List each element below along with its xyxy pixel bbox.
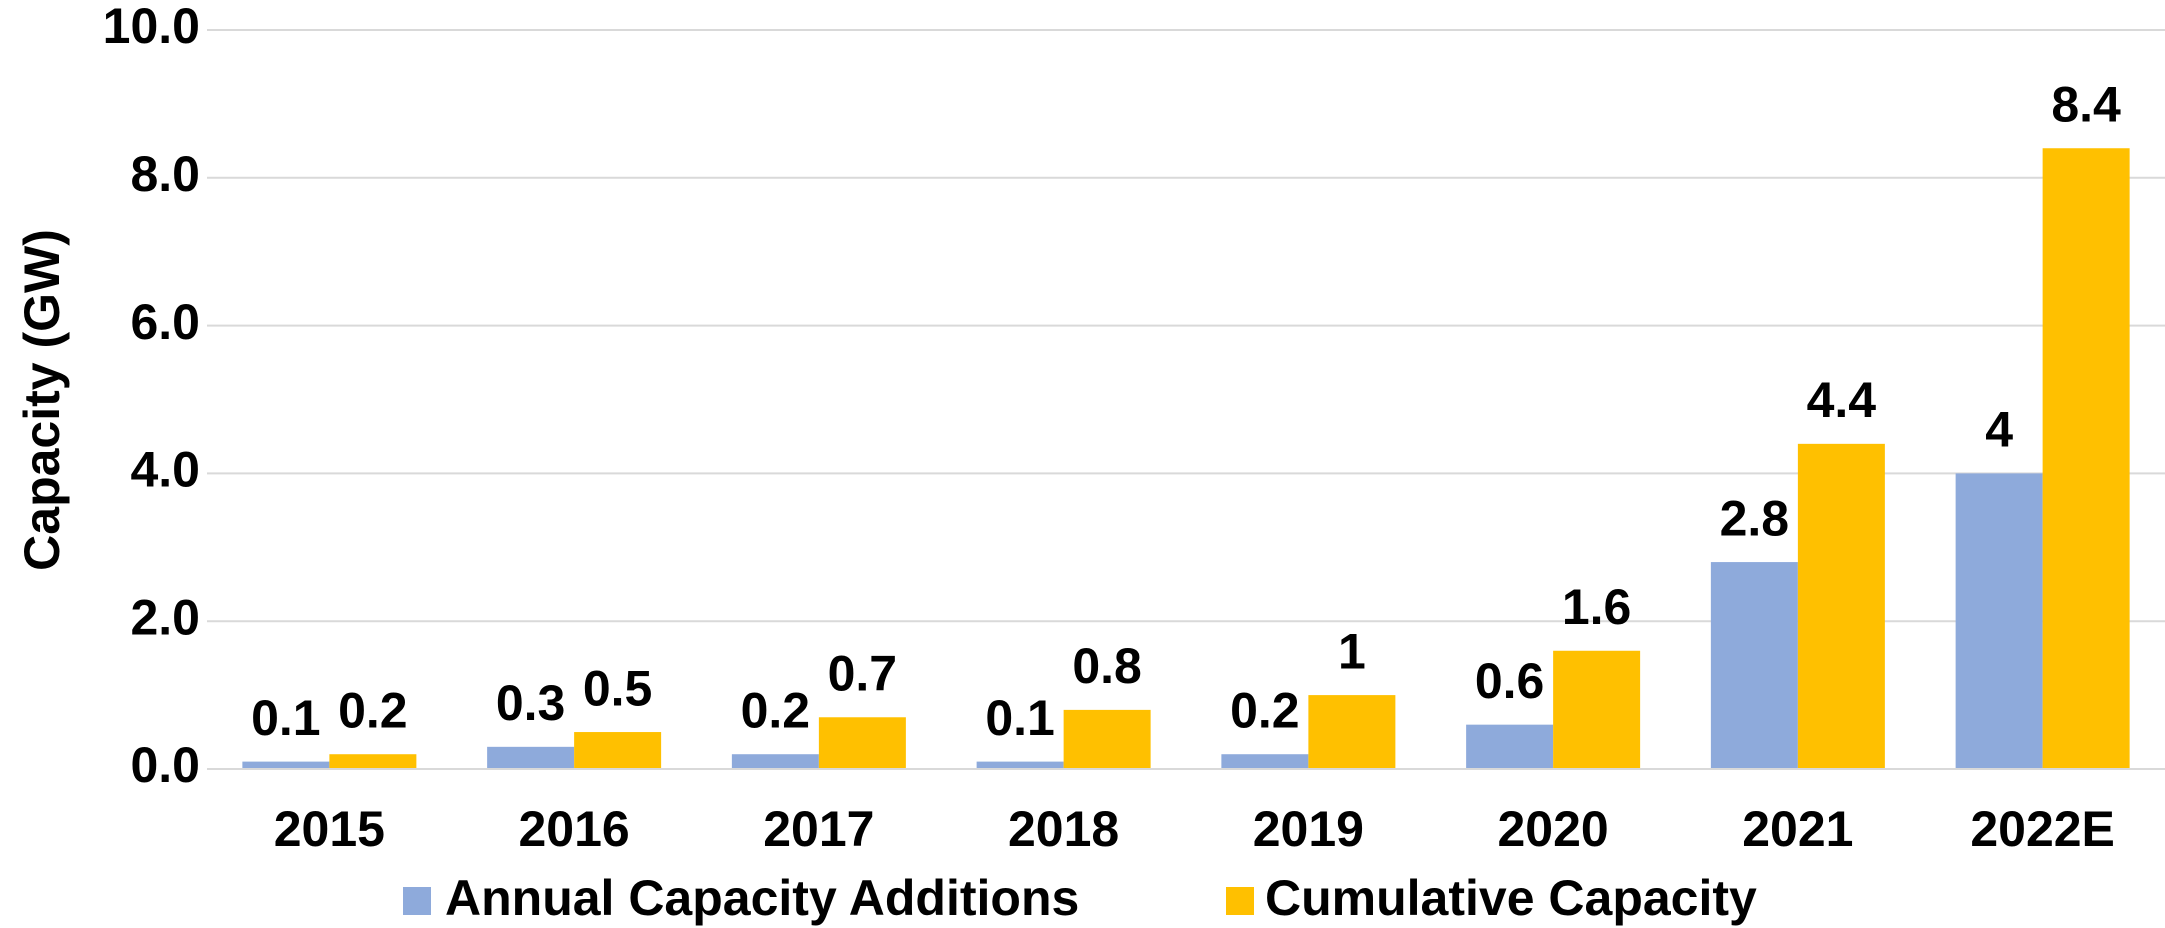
value-label: 2.8 (1720, 490, 1790, 546)
x-tick-label: 2016 (519, 801, 630, 857)
legend-label: Annual Capacity Additions (445, 870, 1079, 926)
y-tick-label: 0.0 (130, 737, 200, 793)
value-label: 4.4 (1807, 372, 1877, 428)
bar (818, 717, 906, 769)
bar (2042, 148, 2130, 770)
value-label: 0.2 (1230, 682, 1300, 738)
value-label: 0.2 (338, 682, 408, 738)
bar (1221, 754, 1309, 769)
value-label: 0.7 (828, 645, 898, 701)
x-tick-label: 2020 (1498, 801, 1609, 857)
x-tick-label: 2015 (274, 801, 385, 857)
value-label: 0.3 (496, 675, 566, 731)
value-label: 8.4 (2051, 76, 2121, 132)
x-tick-label: 2019 (1253, 801, 1364, 857)
x-tick-label: 2017 (763, 801, 874, 857)
bar (242, 761, 330, 769)
value-label: 0.1 (985, 690, 1055, 746)
x-tick-label: 2022E (1970, 801, 2115, 857)
bar (1710, 562, 1798, 769)
value-label: 0.2 (741, 682, 811, 738)
value-label: 0.8 (1072, 638, 1142, 694)
value-label: 0.6 (1475, 653, 1545, 709)
bar (1063, 709, 1151, 769)
value-label: 4 (1985, 402, 2013, 458)
bar (1466, 724, 1554, 769)
legend-label: Cumulative Capacity (1265, 870, 1757, 926)
bar (1955, 473, 2043, 769)
bar (329, 754, 417, 769)
y-tick-label: 10.0 (103, 0, 200, 54)
bar (1553, 650, 1641, 769)
value-label: 0.5 (583, 660, 653, 716)
y-tick-label: 8.0 (130, 146, 200, 202)
bar (976, 761, 1064, 769)
bar (1308, 695, 1396, 769)
value-label: 1.6 (1562, 579, 1632, 635)
y-tick-label: 6.0 (130, 294, 200, 350)
bar (487, 746, 575, 769)
x-tick-label: 2018 (1008, 801, 1119, 857)
y-tick-label: 2.0 (130, 589, 200, 645)
bar (1797, 443, 1885, 769)
value-label: 0.1 (251, 690, 321, 746)
legend-swatch (403, 887, 431, 915)
y-tick-label: 4.0 (130, 442, 200, 498)
legend-swatch (1226, 887, 1254, 915)
value-label: 1 (1338, 623, 1366, 679)
x-tick-label: 2021 (1742, 801, 1853, 857)
y-axis-title: Capacity (GW) (14, 229, 70, 571)
bar (731, 754, 819, 769)
bar (574, 732, 662, 769)
